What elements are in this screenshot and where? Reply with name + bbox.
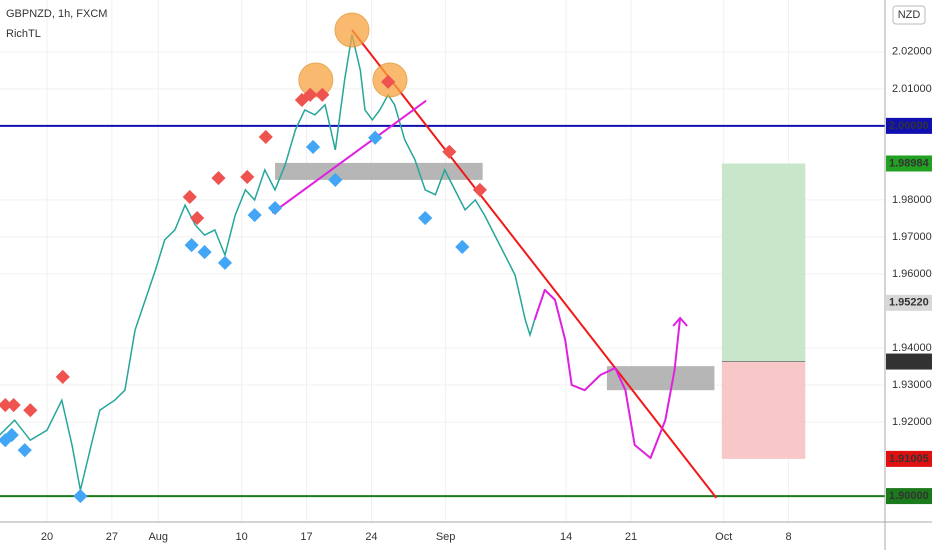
buy-signal [305, 139, 321, 155]
x-tick-label: Oct [715, 531, 732, 543]
peak-marker [334, 12, 370, 48]
price-badge-label: 1.90000 [889, 490, 929, 502]
currency-badge[interactable] [892, 5, 926, 25]
price-line [0, 34, 536, 491]
stop-loss-zone [721, 361, 806, 459]
price-badge [886, 353, 932, 370]
sell-signal [0, 397, 13, 413]
sell-signal [381, 74, 396, 89]
buy-signal [368, 130, 383, 145]
x-tick-label: 17 [300, 531, 312, 543]
sell-signal [55, 369, 70, 384]
x-tick-label: Sep [436, 531, 456, 543]
price-badge-label: 1.95220 [889, 297, 929, 309]
y-tick-label: 1.97000 [892, 231, 932, 243]
sell-signal [6, 397, 21, 413]
buy-signal [184, 238, 199, 253]
sell-signal [182, 189, 197, 205]
sell-signal [211, 171, 226, 186]
y-tick-label: 1.92000 [892, 416, 932, 428]
price-badge [886, 155, 932, 172]
buy-signal [217, 255, 233, 270]
sell-signal [303, 87, 318, 102]
price-badge-label: 2.00000 [889, 120, 929, 132]
x-tick-label: 14 [560, 531, 572, 543]
price-badge [886, 450, 932, 467]
y-tick-label: 1.93000 [892, 379, 932, 391]
x-tick-label: 8 [786, 531, 792, 543]
sell-signal [442, 144, 457, 159]
zone [275, 162, 483, 180]
zone [606, 366, 715, 391]
x-tick-label: 20 [41, 531, 53, 543]
y-tick-label: 2.01000 [892, 83, 932, 95]
sell-signal [315, 87, 330, 102]
price-badge [886, 117, 932, 134]
plot [0, 0, 885, 522]
price-badge [886, 294, 932, 311]
sell-signal [23, 403, 38, 418]
buy-signal [17, 443, 32, 458]
x-tick-label: 21 [625, 531, 637, 543]
sell-signal [190, 210, 205, 226]
y-tick-label: 1.94000 [892, 342, 932, 354]
peak-marker [298, 62, 334, 98]
trendline [271, 99, 427, 214]
buy-signal [418, 210, 433, 226]
price-badge-label: 1.98984 [889, 157, 930, 169]
price-badge-label: 1.93634 [889, 355, 930, 367]
take-profit-zone [721, 163, 806, 362]
buy-signal [267, 200, 283, 216]
price-badge-label: 1.91005 [889, 453, 929, 465]
buy-signal [197, 245, 212, 260]
currency[interactable]: NZD [898, 9, 921, 21]
buy-signal [4, 427, 19, 443]
x-tick-label: 24 [365, 531, 377, 543]
projection-arrowhead [672, 316, 688, 327]
y-tick-label: 2.02000 [892, 46, 932, 58]
x-tick-label: 10 [236, 531, 248, 543]
buy-signal [73, 489, 88, 504]
chart-title: GBPNZD, 1h, FXCM [6, 8, 107, 20]
x-tick-label: Aug [148, 531, 168, 543]
x-tick-label: 27 [106, 531, 118, 543]
buy-signal [455, 239, 470, 255]
buy-signal [328, 172, 343, 187]
sell-signal [258, 129, 273, 145]
sell-signal [240, 169, 255, 185]
y-tick-label: 1.98000 [892, 194, 932, 206]
price-badge [886, 488, 932, 505]
y-tick-label: 1.96000 [892, 268, 932, 280]
indicator-name: RichTL [6, 28, 41, 40]
projection-path [533, 288, 682, 459]
sell-signal [472, 182, 487, 197]
trendline [351, 29, 718, 499]
